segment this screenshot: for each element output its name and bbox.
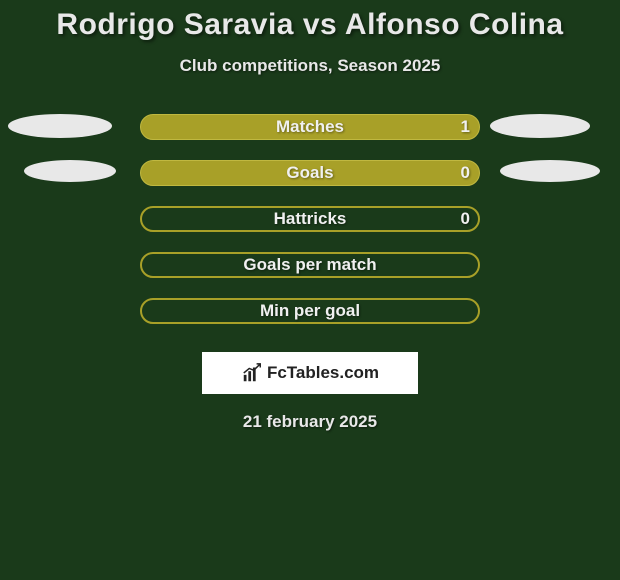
stat-label: Goals: [140, 160, 480, 186]
stat-value: 0: [461, 160, 470, 186]
player-ellipse: [500, 160, 600, 182]
comparison-card: Rodrigo Saravia vs Alfonso Colina Club c…: [0, 0, 620, 432]
stat-label: Hattricks: [140, 206, 480, 232]
player-ellipse: [8, 114, 112, 138]
stat-rows: Matches1Goals0Hattricks0Goals per matchM…: [0, 114, 620, 344]
logo: FcTables.com: [241, 362, 379, 384]
logo-text: FcTables.com: [267, 363, 379, 383]
stat-label: Min per goal: [140, 298, 480, 324]
page-title: Rodrigo Saravia vs Alfonso Colina: [0, 8, 620, 42]
stat-label: Goals per match: [140, 252, 480, 278]
stat-row: Min per goal: [0, 298, 620, 344]
stat-label: Matches: [140, 114, 480, 140]
stat-row: Goals per match: [0, 252, 620, 298]
subtitle: Club competitions, Season 2025: [0, 56, 620, 76]
stat-value: 0: [461, 206, 470, 232]
stat-value: 1: [461, 114, 470, 140]
player-ellipse: [490, 114, 590, 138]
chart-icon: [241, 362, 263, 384]
date-text: 21 february 2025: [0, 412, 620, 432]
player-ellipse: [24, 160, 116, 182]
stat-row: Hattricks0: [0, 206, 620, 252]
logo-badge: FcTables.com: [202, 352, 418, 394]
